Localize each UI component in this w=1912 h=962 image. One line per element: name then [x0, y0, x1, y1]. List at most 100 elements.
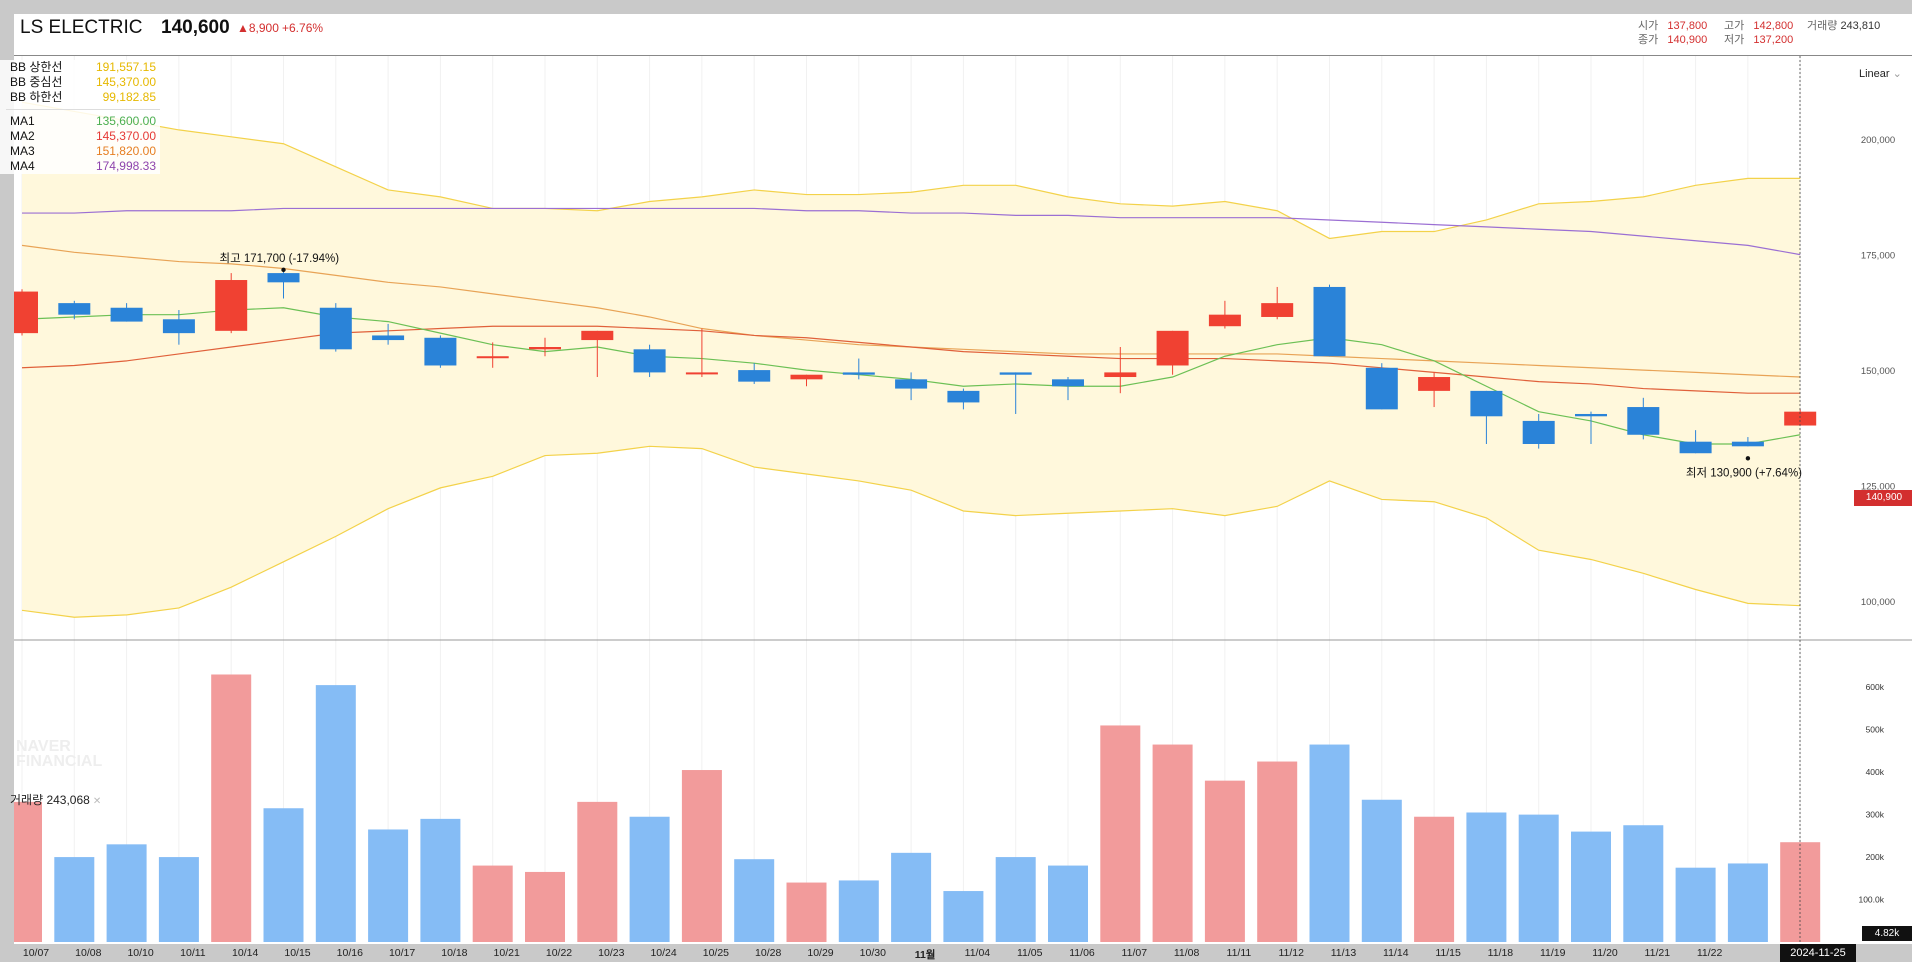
candle-body	[58, 303, 91, 315]
x-tick-label: 10/18	[441, 947, 468, 959]
volume-bar	[1048, 865, 1088, 942]
x-tick-label: 11/14	[1383, 947, 1409, 959]
ma4-line	[22, 207, 1801, 256]
legend-divider	[6, 109, 160, 110]
stock-name: LS ELECTRIC	[20, 17, 143, 38]
candle-body	[1261, 303, 1294, 317]
volume-tick-label: 600k	[1866, 682, 1885, 692]
high-stat: 고가 142,800	[1724, 20, 1794, 32]
stock-header: LS ELECTRIC 140,600 ▲8,900 +6.76% 시가 137…	[14, 14, 1912, 56]
x-tick-label: 11/19	[1539, 947, 1566, 959]
chart-frame: 최고 171,700 (-17.94%) 최저 130,900 (+7.64%) 1…	[0, 14, 1912, 962]
candle-body	[267, 273, 300, 283]
candle-body	[476, 356, 509, 359]
x-tick-label: 11/12	[1278, 947, 1304, 959]
candle-body	[999, 372, 1032, 375]
price-change-pct: +6.76%	[282, 21, 324, 35]
volume-bar	[472, 865, 513, 942]
volume-bar	[525, 871, 565, 942]
volume-tick-label: 200k	[1866, 852, 1885, 862]
volume-bar	[211, 674, 252, 942]
volume-tick-label: 400k	[1866, 767, 1885, 777]
volume-bar	[734, 859, 775, 942]
volume-bar	[629, 816, 670, 942]
volume-panel-label: 거래량 243,068 ✕	[10, 793, 102, 807]
y-tick-label: 150,000	[1861, 366, 1895, 377]
x-tick-label: 10/23	[598, 947, 625, 959]
current-price-tag: 140,900	[1854, 490, 1912, 506]
volume-tick-label: 500k	[1866, 725, 1885, 735]
indicator-legend: BB 상한선 191,557.15 BB 중심선 145,370.00 BB 하한선…	[0, 60, 160, 174]
volume-bar	[943, 891, 984, 942]
volume-bar	[54, 857, 95, 942]
x-tick-label: 11/22	[1696, 947, 1723, 959]
x-tick-label: 10/25	[702, 947, 730, 959]
volume-bar	[1257, 761, 1298, 942]
volume-bar	[577, 801, 618, 942]
x-tick-label: 10/07	[22, 947, 50, 959]
price-change: ▲8,900	[237, 21, 279, 35]
volume-bar	[1675, 867, 1716, 942]
x-tick-label: 10/14	[232, 947, 259, 959]
legend-bb-upper: BB 상한선 191,557.15	[10, 60, 156, 74]
volume-bar	[263, 808, 304, 942]
candle-body	[162, 319, 195, 334]
candle-body	[1052, 379, 1084, 387]
volume-bar	[891, 852, 932, 942]
x-tick-label: 11/05	[1016, 947, 1043, 959]
legend-ma3: MA3 151,820.00	[10, 144, 156, 158]
volume-bar	[1571, 831, 1611, 942]
legend-ma4: MA4 174,998.33	[10, 159, 156, 173]
candle-body	[372, 335, 405, 341]
x-tick-label: 10/16	[336, 947, 363, 959]
candle-body	[1470, 390, 1503, 417]
chart-canvas[interactable]: 최고 171,700 (-17.94%) 최저 130,900 (+7.64%) 1…	[14, 14, 1912, 962]
y-tick-label: 100,000	[1861, 597, 1895, 608]
volume-bar	[420, 818, 461, 942]
candle-body	[1731, 441, 1764, 447]
x-tick-label: 11/06	[1069, 947, 1095, 959]
candle-body	[1418, 377, 1451, 391]
candle-body	[1365, 367, 1398, 410]
volume-tick-label: 300k	[1866, 810, 1885, 820]
x-tick-label: 10/28	[755, 947, 782, 959]
x-tick-label: 10/24	[650, 947, 677, 959]
candle-body	[529, 347, 561, 350]
volume-bar	[838, 880, 879, 942]
x-tick-label: 11/18	[1487, 947, 1514, 959]
volume-bar	[14, 801, 42, 942]
legend-ma2: MA2 145,370.00	[10, 129, 156, 143]
volume-bar	[1204, 780, 1245, 942]
legend-ma1: MA1 135,600.00	[10, 114, 156, 128]
x-tick-label: 10/30	[859, 947, 886, 959]
volume-bar	[315, 685, 356, 942]
current-volume-tag: 4.82k	[1862, 926, 1912, 941]
candle-body	[738, 370, 771, 382]
annotation-low: 최저 130,900 (+7.64%)	[1686, 466, 1802, 479]
y-tick-label: 125,000	[1861, 482, 1895, 493]
x-tick-label: 11/15	[1435, 947, 1461, 959]
volume-bar	[106, 844, 147, 942]
candle-body	[1156, 330, 1189, 366]
scale-toggle-button[interactable]: Linear ⌄	[1859, 68, 1902, 80]
legend-bb-lower: BB 하한선 99,182.85	[10, 90, 156, 104]
x-tick-label: 11/11	[1226, 947, 1252, 959]
volume-bar	[1727, 863, 1768, 942]
x-tick-label: 10/22	[545, 947, 573, 959]
low-stat: 저가 137,200	[1724, 34, 1794, 46]
open-stat: 시가 137,800	[1638, 20, 1708, 32]
candle-body	[633, 349, 666, 373]
volume-bar	[1414, 816, 1455, 942]
candle-body	[790, 374, 823, 380]
volume-bar	[786, 882, 827, 942]
candle-body	[1679, 441, 1712, 454]
candle-body	[947, 390, 980, 403]
volume-bar	[995, 857, 1036, 942]
volume-bar	[1623, 825, 1664, 942]
close-icon[interactable]: ✕	[92, 796, 102, 807]
candle-body	[1575, 413, 1607, 417]
close-stat: 종가 140,900	[1638, 34, 1708, 46]
candle-body	[1104, 372, 1137, 378]
x-tick-label: 10/08	[75, 947, 102, 959]
y-tick-label: 200,000	[1861, 135, 1895, 146]
